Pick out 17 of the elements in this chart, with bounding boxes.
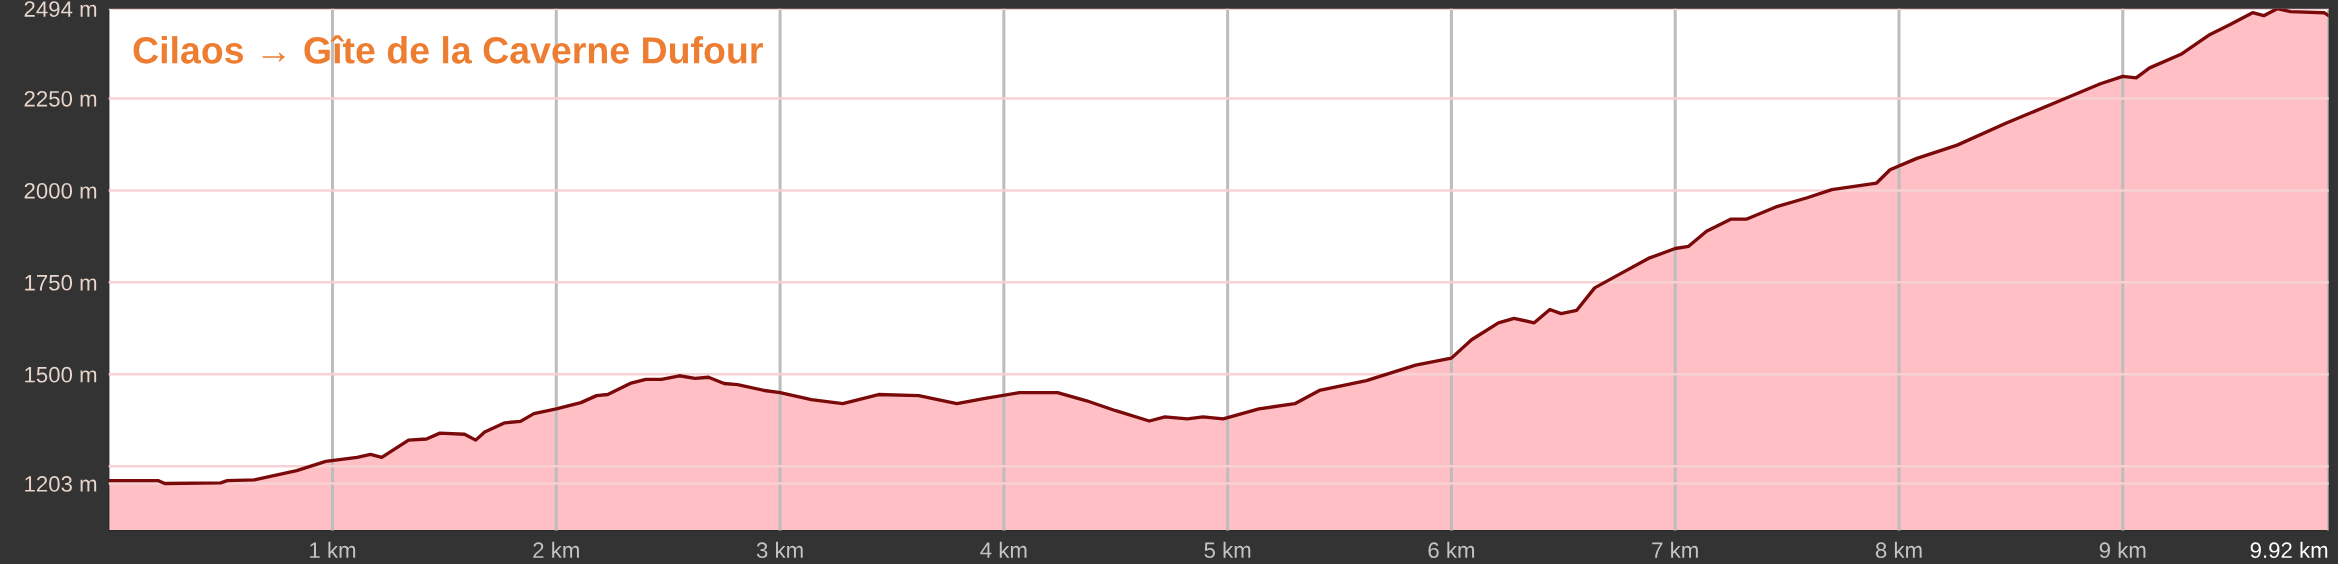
x-tick-label: 7 km [1652, 541, 1698, 558]
x-tick-label: 4 km [980, 541, 1027, 558]
x-tick-label: 6 km [1428, 541, 1475, 559]
y-tick-label: 1750 m [25, 274, 97, 291]
y-tick-label: 2494 m [24, 1, 97, 17]
x-tick-label: 3 km [756, 541, 803, 559]
text: Cilaos → Gîte de la Caverne Dufour [133, 35, 763, 64]
y-tick-label: 2250 m [24, 90, 97, 107]
x-tick-label: 5 km [1204, 541, 1251, 559]
y-tick-label: 2000 m [24, 182, 97, 199]
y-tick-label: 1500 m [25, 366, 97, 383]
x-tick-label: 8 km [1875, 541, 1922, 559]
x-tick-label: 2 km [533, 541, 579, 558]
x-tick-label: 9 km [2099, 541, 2146, 559]
x-tick-label: 9.92 km [2250, 541, 2328, 559]
y-tick-label: 1203 m [25, 476, 97, 492]
x-tick-label: 1 km [310, 541, 356, 558]
